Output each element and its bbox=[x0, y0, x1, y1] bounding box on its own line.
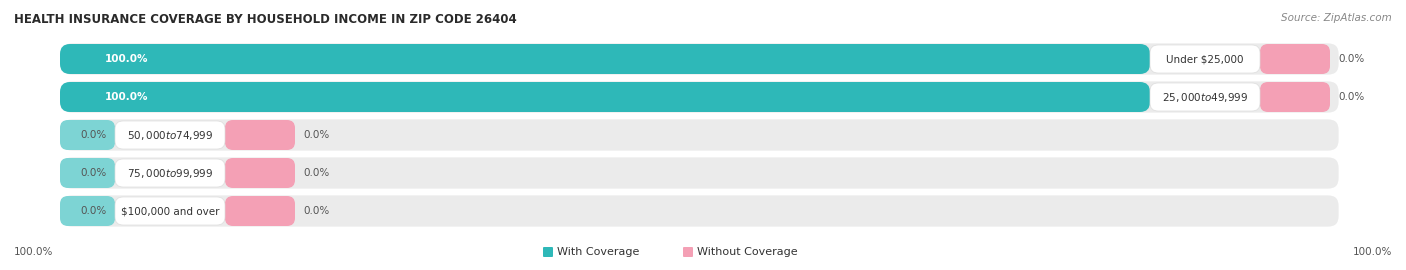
Text: $100,000 and over: $100,000 and over bbox=[121, 206, 219, 216]
Text: 0.0%: 0.0% bbox=[80, 130, 107, 140]
Text: Under $25,000: Under $25,000 bbox=[1166, 54, 1244, 64]
Text: 100.0%: 100.0% bbox=[105, 92, 149, 102]
Text: 100.0%: 100.0% bbox=[1353, 247, 1392, 257]
FancyBboxPatch shape bbox=[60, 118, 1340, 152]
FancyBboxPatch shape bbox=[60, 80, 1340, 114]
Text: $75,000 to $99,999: $75,000 to $99,999 bbox=[127, 167, 214, 180]
Text: 100.0%: 100.0% bbox=[14, 247, 53, 257]
FancyBboxPatch shape bbox=[115, 159, 225, 187]
Text: 0.0%: 0.0% bbox=[1339, 92, 1364, 102]
Text: $50,000 to $74,999: $50,000 to $74,999 bbox=[127, 129, 214, 141]
FancyBboxPatch shape bbox=[60, 120, 115, 150]
FancyBboxPatch shape bbox=[1260, 82, 1330, 112]
Text: With Coverage: With Coverage bbox=[557, 247, 640, 257]
Text: 0.0%: 0.0% bbox=[1339, 54, 1364, 64]
FancyBboxPatch shape bbox=[60, 82, 1150, 112]
FancyBboxPatch shape bbox=[1150, 83, 1260, 111]
Text: Without Coverage: Without Coverage bbox=[697, 247, 797, 257]
FancyBboxPatch shape bbox=[1260, 44, 1330, 74]
Text: HEALTH INSURANCE COVERAGE BY HOUSEHOLD INCOME IN ZIP CODE 26404: HEALTH INSURANCE COVERAGE BY HOUSEHOLD I… bbox=[14, 13, 517, 26]
FancyBboxPatch shape bbox=[225, 158, 295, 188]
FancyBboxPatch shape bbox=[683, 247, 693, 257]
FancyBboxPatch shape bbox=[543, 247, 553, 257]
FancyBboxPatch shape bbox=[115, 197, 225, 225]
FancyBboxPatch shape bbox=[60, 44, 1150, 74]
FancyBboxPatch shape bbox=[115, 121, 225, 149]
FancyBboxPatch shape bbox=[60, 194, 1340, 228]
FancyBboxPatch shape bbox=[60, 158, 115, 188]
FancyBboxPatch shape bbox=[60, 196, 115, 226]
FancyBboxPatch shape bbox=[60, 156, 1340, 190]
FancyBboxPatch shape bbox=[60, 42, 1340, 76]
Text: 0.0%: 0.0% bbox=[304, 206, 329, 216]
Text: Source: ZipAtlas.com: Source: ZipAtlas.com bbox=[1281, 13, 1392, 23]
FancyBboxPatch shape bbox=[225, 120, 295, 150]
Text: $25,000 to $49,999: $25,000 to $49,999 bbox=[1161, 90, 1249, 103]
FancyBboxPatch shape bbox=[225, 196, 295, 226]
Text: 0.0%: 0.0% bbox=[80, 206, 107, 216]
Text: 0.0%: 0.0% bbox=[80, 168, 107, 178]
Text: 100.0%: 100.0% bbox=[105, 54, 149, 64]
Text: 0.0%: 0.0% bbox=[304, 168, 329, 178]
FancyBboxPatch shape bbox=[1150, 45, 1260, 73]
Text: 0.0%: 0.0% bbox=[304, 130, 329, 140]
